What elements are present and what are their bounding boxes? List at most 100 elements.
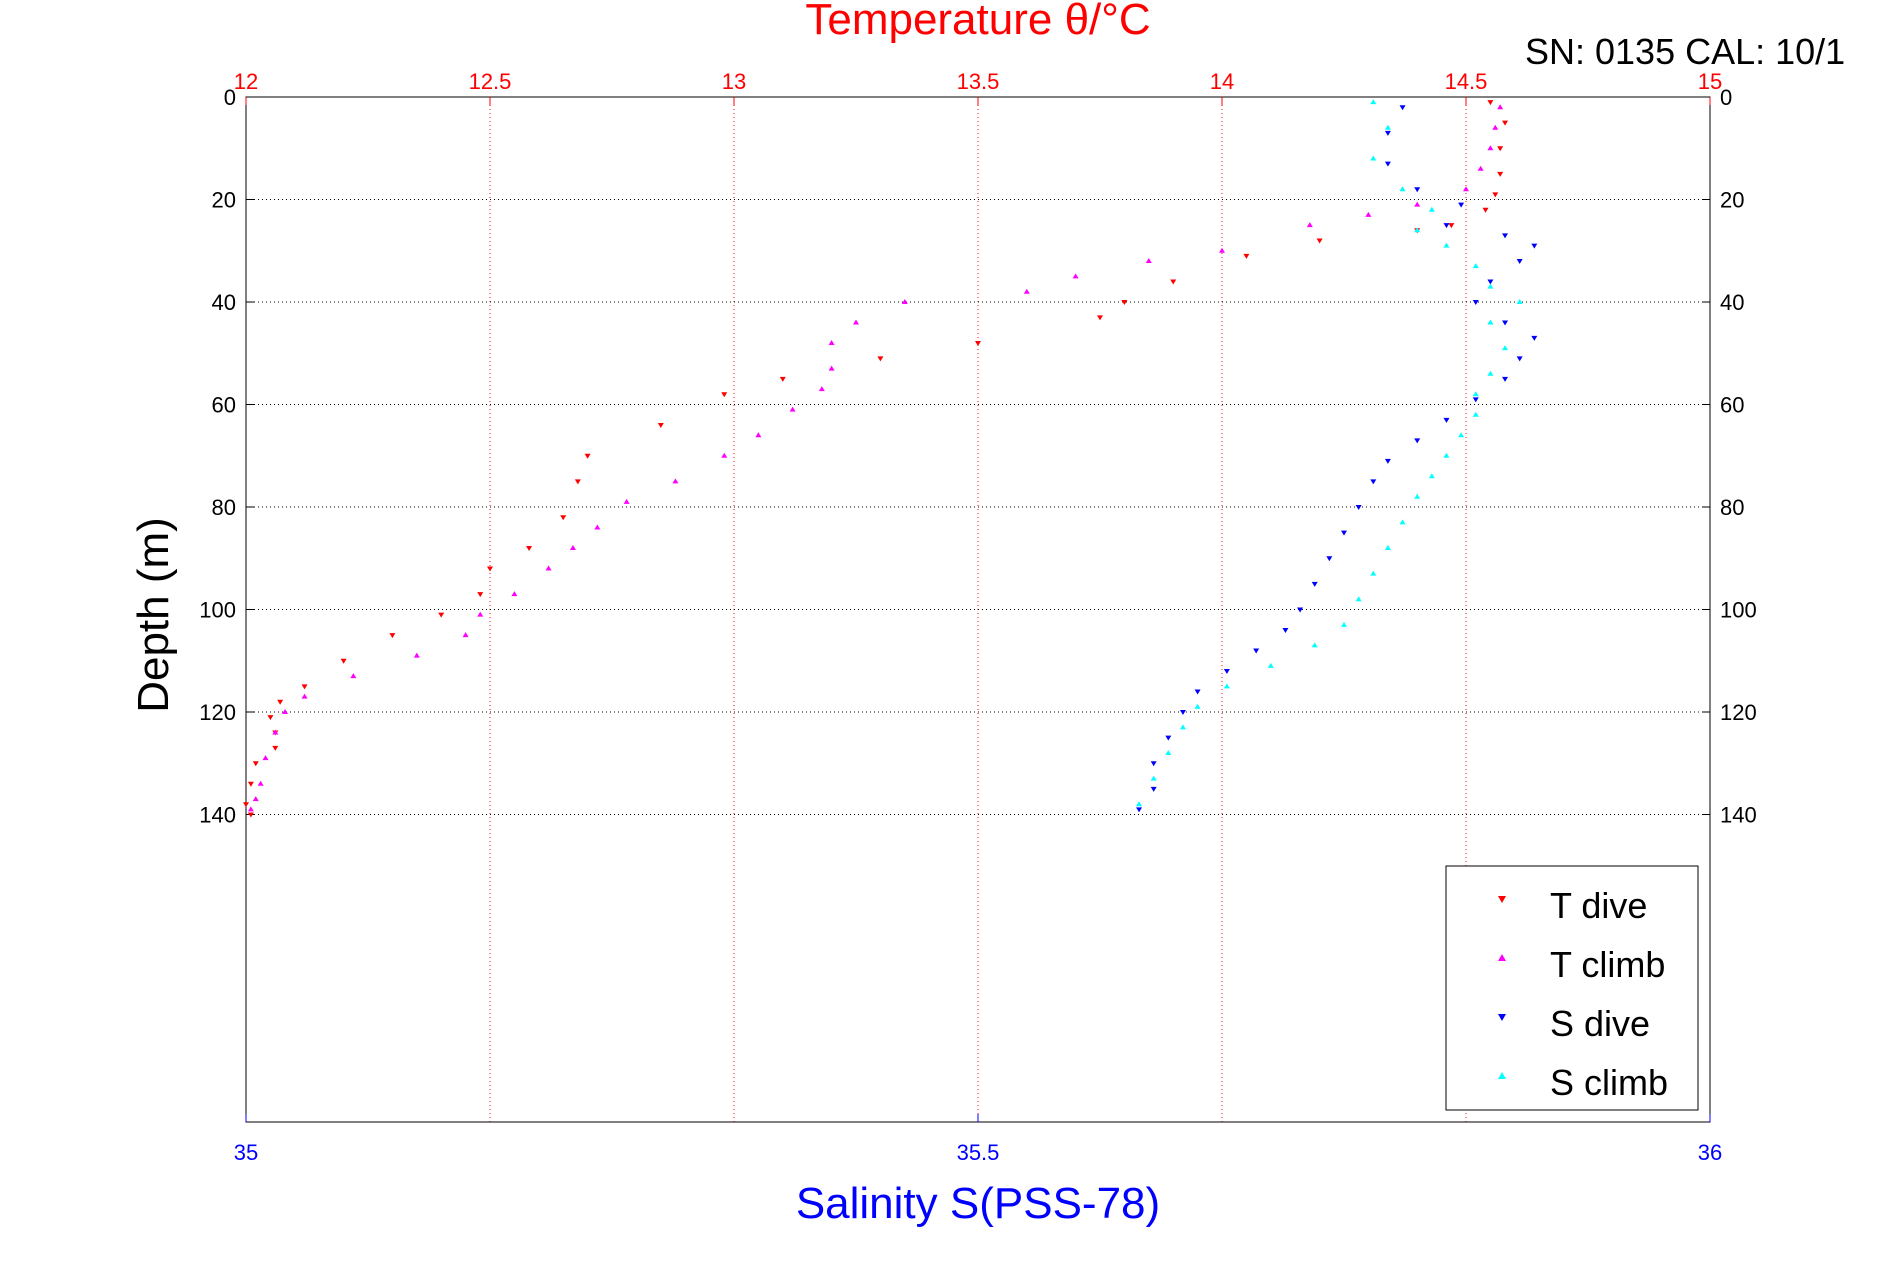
y-right-tick-label: 100	[1720, 598, 1757, 623]
point-s-climb	[1179, 724, 1186, 730]
point-s-dive	[1341, 530, 1347, 536]
x-top-tick-label: 14.5	[1445, 69, 1488, 94]
point-t-climb	[1306, 222, 1313, 228]
serial-cal-label: SN: 0135 CAL: 10/1	[1525, 31, 1845, 72]
chart-title: Temperature θ/°C	[805, 0, 1150, 44]
point-s-climb	[1487, 283, 1494, 289]
point-t-dive	[247, 812, 254, 818]
point-s-dive	[1384, 161, 1391, 167]
point-t-climb	[594, 524, 601, 530]
point-s-dive	[1311, 581, 1318, 587]
y-left-tick-label: 20	[212, 188, 236, 213]
point-s-climb	[1414, 493, 1421, 499]
point-t-dive	[389, 633, 396, 639]
x-bottom-tick-label: 35.5	[957, 1140, 1000, 1165]
point-t-climb	[413, 652, 420, 658]
x-bottom-tick-label: 36	[1698, 1140, 1722, 1165]
point-t-climb	[1219, 247, 1225, 253]
point-s-dive	[1443, 417, 1450, 423]
data-marks	[243, 99, 1538, 818]
point-s-dive	[1384, 458, 1391, 464]
point-t-dive	[1097, 315, 1103, 321]
point-s-dive	[1399, 105, 1406, 111]
x-top-tick-label: 12.5	[469, 69, 512, 94]
point-t-climb	[282, 709, 289, 714]
y-left-tick-label: 60	[212, 393, 236, 418]
point-s-dive	[1194, 689, 1201, 695]
legend-label-t-dive: T dive	[1550, 885, 1647, 926]
x-axis-bottom-label: Salinity S(PSS-78)	[796, 1179, 1160, 1228]
point-s-climb	[1516, 299, 1523, 304]
x-top-tick-label: 15	[1698, 69, 1722, 94]
point-t-dive	[975, 341, 981, 346]
point-t-dive	[1482, 207, 1489, 213]
point-s-climb	[1150, 775, 1157, 781]
y-right-tick-label: 60	[1720, 393, 1744, 418]
point-s-climb	[1443, 242, 1450, 248]
point-s-climb	[1165, 750, 1172, 755]
point-t-climb	[511, 591, 518, 597]
point-s-climb	[1399, 519, 1406, 525]
point-t-dive	[301, 684, 308, 690]
point-s-climb	[1472, 411, 1479, 417]
point-s-climb	[1311, 642, 1318, 648]
point-t-climb	[901, 299, 908, 304]
point-s-climb	[1194, 703, 1201, 709]
point-t-dive	[584, 453, 591, 459]
point-s-climb	[1502, 345, 1509, 351]
y-left-tick-label: 120	[199, 700, 236, 725]
point-s-climb	[1458, 432, 1465, 438]
point-s-climb	[1355, 596, 1362, 602]
y-left-tick-label: 100	[199, 598, 236, 623]
legend-marker-s-climb	[1498, 1072, 1506, 1079]
point-t-dive	[877, 356, 884, 362]
point-s-dive	[1150, 761, 1157, 767]
point-t-climb	[828, 365, 835, 371]
legend-marker-s-dive	[1498, 1014, 1506, 1021]
point-t-dive	[272, 745, 279, 751]
x-top-tick-label: 13	[722, 69, 746, 94]
legend-marker-t-climb	[1498, 954, 1506, 961]
x-top-tick-label: 14	[1210, 69, 1234, 94]
point-s-dive	[1443, 223, 1450, 229]
point-s-climb	[1472, 391, 1479, 397]
point-t-dive	[779, 376, 786, 382]
point-s-climb	[1428, 473, 1435, 479]
y-right-tick-label: 0	[1720, 85, 1732, 110]
point-t-dive	[340, 658, 347, 664]
legend-label-s-climb: S climb	[1550, 1062, 1668, 1103]
point-t-climb	[1492, 124, 1499, 130]
point-t-dive	[487, 566, 493, 572]
point-t-climb	[350, 673, 357, 679]
point-s-climb	[1341, 621, 1347, 627]
y-right-tick-label: 80	[1720, 495, 1744, 520]
point-t-climb	[301, 693, 308, 699]
point-t-climb	[1477, 165, 1484, 171]
point-t-climb	[462, 632, 469, 638]
point-s-dive	[1502, 233, 1509, 239]
y-left-tick-label: 80	[212, 495, 236, 520]
point-t-dive	[277, 699, 284, 705]
point-t-dive	[657, 423, 664, 428]
point-s-dive	[1502, 376, 1509, 382]
point-s-dive	[1414, 438, 1421, 444]
point-s-climb	[1384, 124, 1391, 130]
y-left-tick-label: 0	[224, 85, 236, 110]
point-s-climb	[1370, 155, 1377, 161]
legend-item-s-climb: S climb	[1498, 1062, 1668, 1103]
point-t-climb	[477, 611, 484, 617]
point-s-dive	[1487, 279, 1494, 285]
point-t-climb	[721, 452, 728, 458]
point-s-climb	[1414, 227, 1421, 233]
point-s-dive	[1223, 669, 1230, 674]
legend-label-t-climb: T climb	[1550, 944, 1665, 985]
point-t-dive	[1497, 171, 1504, 177]
point-s-dive	[1531, 335, 1538, 341]
point-s-dive	[1136, 807, 1143, 813]
point-s-climb	[1384, 545, 1391, 550]
y-left-tick-label: 140	[199, 803, 236, 828]
point-s-climb	[1428, 206, 1435, 212]
point-t-dive	[1243, 253, 1250, 259]
point-s-dive	[1253, 648, 1260, 654]
